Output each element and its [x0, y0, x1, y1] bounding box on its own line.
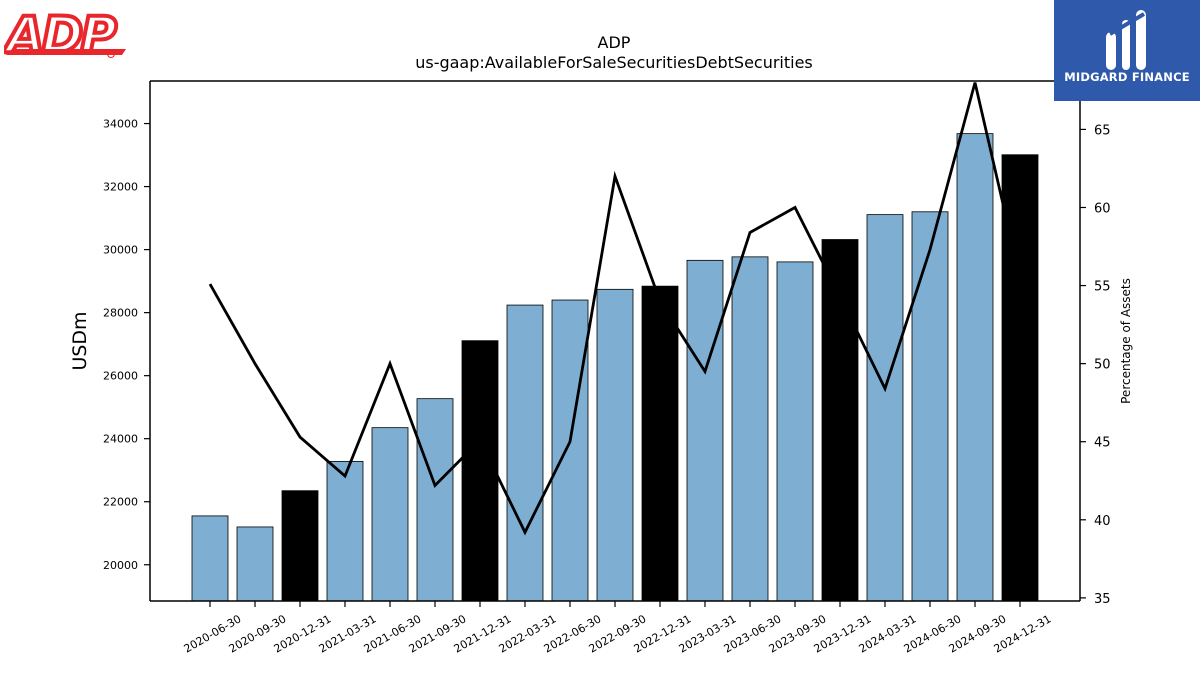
adp-logo: ADP [0, 2, 128, 66]
bar [641, 285, 679, 602]
bar [731, 256, 769, 602]
bar [551, 299, 589, 602]
bar [416, 398, 454, 602]
bar [326, 460, 364, 602]
chart-subtitle: us-gaap:AvailableForSaleSecuritiesDebtSe… [415, 53, 813, 72]
bars-group [191, 133, 1039, 602]
bar [821, 239, 859, 602]
y-tick-label: 22000 [103, 496, 138, 509]
bar [956, 133, 994, 602]
midgard-bar-middle [1122, 20, 1130, 70]
bar [191, 515, 229, 602]
y-tick-label: 20000 [103, 559, 138, 572]
midgard-bar-right [1136, 10, 1146, 70]
adp-underline [6, 49, 126, 55]
y2-tick-label: 65 [1094, 123, 1111, 138]
y2-tick-label: 40 [1094, 514, 1111, 529]
bar [506, 304, 544, 602]
adp-wordmark: ADP [4, 6, 116, 60]
bar [776, 261, 814, 602]
bar [686, 259, 724, 602]
y-tick-label: 32000 [103, 181, 138, 194]
y2-tick-label: 60 [1094, 201, 1111, 216]
y-tick-label: 28000 [103, 307, 138, 320]
midgard-logo-text: MIDGARD FINANCE [1064, 70, 1190, 84]
y-tick-label: 24000 [103, 433, 138, 446]
chart-title: ADP [598, 33, 631, 52]
midgard-slash [1108, 12, 1146, 36]
midgard-bar-left [1106, 32, 1116, 70]
y2-tick-label: 35 [1094, 592, 1111, 607]
y-tick-label: 34000 [103, 118, 138, 131]
y-tick-label: 26000 [103, 370, 138, 383]
adp-logo-art: ADP [0, 4, 126, 66]
y2-tick-label: 55 [1094, 280, 1111, 295]
y2-axis-label: Percentage of Assets [1119, 278, 1133, 404]
y-axis-label: USDm [69, 311, 91, 370]
bar [596, 288, 634, 602]
midgard-finance-logo: MIDGARD FINANCE [1054, 0, 1200, 101]
bar [911, 211, 949, 602]
y-tick-label: 30000 [103, 244, 138, 257]
midgard-logo-icon [1106, 10, 1146, 70]
bar [281, 490, 319, 602]
y2-tick-label: 45 [1094, 436, 1111, 451]
bar [371, 427, 409, 602]
line-group [208, 82, 1022, 536]
percentage-line [208, 82, 1022, 536]
bar [866, 214, 904, 602]
registered-mark-icon [107, 50, 115, 58]
y2-tick-label: 50 [1094, 358, 1111, 373]
bar [236, 526, 274, 602]
bar [461, 340, 499, 602]
